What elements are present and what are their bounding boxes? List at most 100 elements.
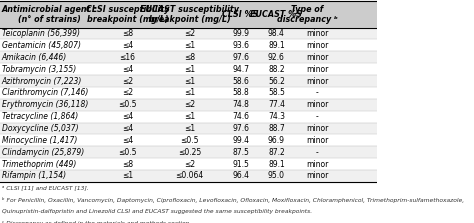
Text: ≤0.5: ≤0.5 <box>118 100 137 109</box>
Text: 89.1: 89.1 <box>268 41 285 50</box>
Text: 77.4: 77.4 <box>268 100 285 109</box>
Text: 88.2: 88.2 <box>268 65 285 74</box>
Text: Trimethoprim (449): Trimethoprim (449) <box>2 160 76 169</box>
Bar <box>0 39 377 51</box>
Text: 74.6: 74.6 <box>232 112 249 121</box>
Bar <box>0 123 377 134</box>
Text: ≤0.5: ≤0.5 <box>181 136 199 145</box>
Text: ≤8: ≤8 <box>122 29 133 38</box>
Text: ≤2: ≤2 <box>122 88 133 97</box>
Text: -: - <box>316 88 319 97</box>
Bar <box>0 146 377 158</box>
Text: minor: minor <box>306 76 328 86</box>
Text: 58.5: 58.5 <box>268 88 285 97</box>
Text: ≤1: ≤1 <box>184 76 195 86</box>
Text: ≤1: ≤1 <box>184 41 195 50</box>
Text: 96.9: 96.9 <box>268 136 285 145</box>
Text: CLSI susceptibility
breakpoint (mg/L): CLSI susceptibility breakpoint (mg/L) <box>86 5 169 24</box>
Text: 91.5: 91.5 <box>232 160 249 169</box>
Text: ≤0.5: ≤0.5 <box>118 148 137 157</box>
Text: Rifampin (1,154): Rifampin (1,154) <box>2 171 66 180</box>
Text: minor: minor <box>306 100 328 109</box>
Text: Teicoplanin (56,399): Teicoplanin (56,399) <box>2 29 80 38</box>
Text: Amikacin (6,446): Amikacin (6,446) <box>2 53 67 62</box>
Text: ≤1: ≤1 <box>184 88 195 97</box>
Bar <box>0 1 377 28</box>
Text: 56.2: 56.2 <box>268 76 285 86</box>
Text: 89.1: 89.1 <box>268 160 285 169</box>
Text: ≤4: ≤4 <box>122 65 133 74</box>
Text: EUCAST %S: EUCAST %S <box>250 10 302 19</box>
Text: 96.4: 96.4 <box>232 171 249 180</box>
Text: 93.6: 93.6 <box>232 41 249 50</box>
Text: Azithromycin (7,223): Azithromycin (7,223) <box>2 76 82 86</box>
Text: minor: minor <box>306 136 328 145</box>
Text: EUCAST susceptibility
breakpoint (mg/L): EUCAST susceptibility breakpoint (mg/L) <box>140 5 239 24</box>
Text: ≤0.25: ≤0.25 <box>178 148 201 157</box>
Text: Tobramycin (3,155): Tobramycin (3,155) <box>2 65 76 74</box>
Bar <box>0 28 377 39</box>
Text: Antimicrobial agent ᵃ
(n° of strains): Antimicrobial agent ᵃ (n° of strains) <box>2 5 98 24</box>
Text: -: - <box>316 148 319 157</box>
Bar <box>0 99 377 111</box>
Text: Type of
discrepancy ᵇ: Type of discrepancy ᵇ <box>277 5 338 24</box>
Text: ≤2: ≤2 <box>184 160 195 169</box>
Text: minor: minor <box>306 171 328 180</box>
Text: 87.2: 87.2 <box>268 148 285 157</box>
Text: -: - <box>316 112 319 121</box>
Text: 74.8: 74.8 <box>232 100 249 109</box>
Text: Doxycycline (5,037): Doxycycline (5,037) <box>2 124 79 133</box>
Text: ᶜ Discrepancy as defined in the materials and methods section.: ᶜ Discrepancy as defined in the material… <box>2 221 191 223</box>
Text: 92.6: 92.6 <box>268 53 285 62</box>
Text: ≤4: ≤4 <box>122 112 133 121</box>
Text: minor: minor <box>306 160 328 169</box>
Text: minor: minor <box>306 41 328 50</box>
Text: ≤2: ≤2 <box>184 29 195 38</box>
Text: 99.9: 99.9 <box>232 29 249 38</box>
Text: Clarithromycin (7,146): Clarithromycin (7,146) <box>2 88 88 97</box>
Text: 95.0: 95.0 <box>268 171 285 180</box>
Text: 97.6: 97.6 <box>232 53 249 62</box>
Text: ≤16: ≤16 <box>119 53 136 62</box>
Text: Tetracycline (1,864): Tetracycline (1,864) <box>2 112 78 121</box>
Text: ≤1: ≤1 <box>184 124 195 133</box>
Text: ≤1: ≤1 <box>122 171 133 180</box>
Bar <box>0 87 377 99</box>
Bar <box>0 170 377 182</box>
Bar <box>0 111 377 123</box>
Text: Gentamicin (45,807): Gentamicin (45,807) <box>2 41 81 50</box>
Text: 98.4: 98.4 <box>268 29 285 38</box>
Text: 94.7: 94.7 <box>232 65 249 74</box>
Text: 58.8: 58.8 <box>232 88 249 97</box>
Text: 58.6: 58.6 <box>232 76 249 86</box>
Bar <box>0 75 377 87</box>
Text: minor: minor <box>306 29 328 38</box>
Bar <box>0 51 377 63</box>
Text: ≤8: ≤8 <box>122 160 133 169</box>
Text: ≤4: ≤4 <box>122 124 133 133</box>
Text: 87.5: 87.5 <box>232 148 249 157</box>
Bar <box>0 158 377 170</box>
Text: ≤0.064: ≤0.064 <box>175 171 204 180</box>
Text: Minocycline (1,417): Minocycline (1,417) <box>2 136 77 145</box>
Text: 97.6: 97.6 <box>232 124 249 133</box>
Text: ≤4: ≤4 <box>122 41 133 50</box>
Text: CLSI %S: CLSI %S <box>222 10 259 19</box>
Text: ᵇ For Penicillin, Oxacillin, Vancomycin, Daptomycin, Ciprofloxacin, Levofloxacin: ᵇ For Penicillin, Oxacillin, Vancomycin,… <box>2 197 464 203</box>
Text: ≤1: ≤1 <box>184 112 195 121</box>
Text: minor: minor <box>306 65 328 74</box>
Text: ≤1: ≤1 <box>184 65 195 74</box>
Text: Clindamycin (25,879): Clindamycin (25,879) <box>2 148 84 157</box>
Text: minor: minor <box>306 124 328 133</box>
Text: Quinupristin-dalfopristin and Linezolid CLSI and EUCAST suggested the same susce: Quinupristin-dalfopristin and Linezolid … <box>2 209 312 214</box>
Text: ᵃ CLSI [11] and EUCAST [13].: ᵃ CLSI [11] and EUCAST [13]. <box>2 185 89 190</box>
Text: ≤4: ≤4 <box>122 136 133 145</box>
Text: ≤2: ≤2 <box>184 100 195 109</box>
Text: Erythromycin (36,118): Erythromycin (36,118) <box>2 100 88 109</box>
Bar <box>0 63 377 75</box>
Bar <box>0 134 377 146</box>
Text: ≤8: ≤8 <box>184 53 195 62</box>
Text: minor: minor <box>306 53 328 62</box>
Text: 99.4: 99.4 <box>232 136 249 145</box>
Text: 88.7: 88.7 <box>268 124 285 133</box>
